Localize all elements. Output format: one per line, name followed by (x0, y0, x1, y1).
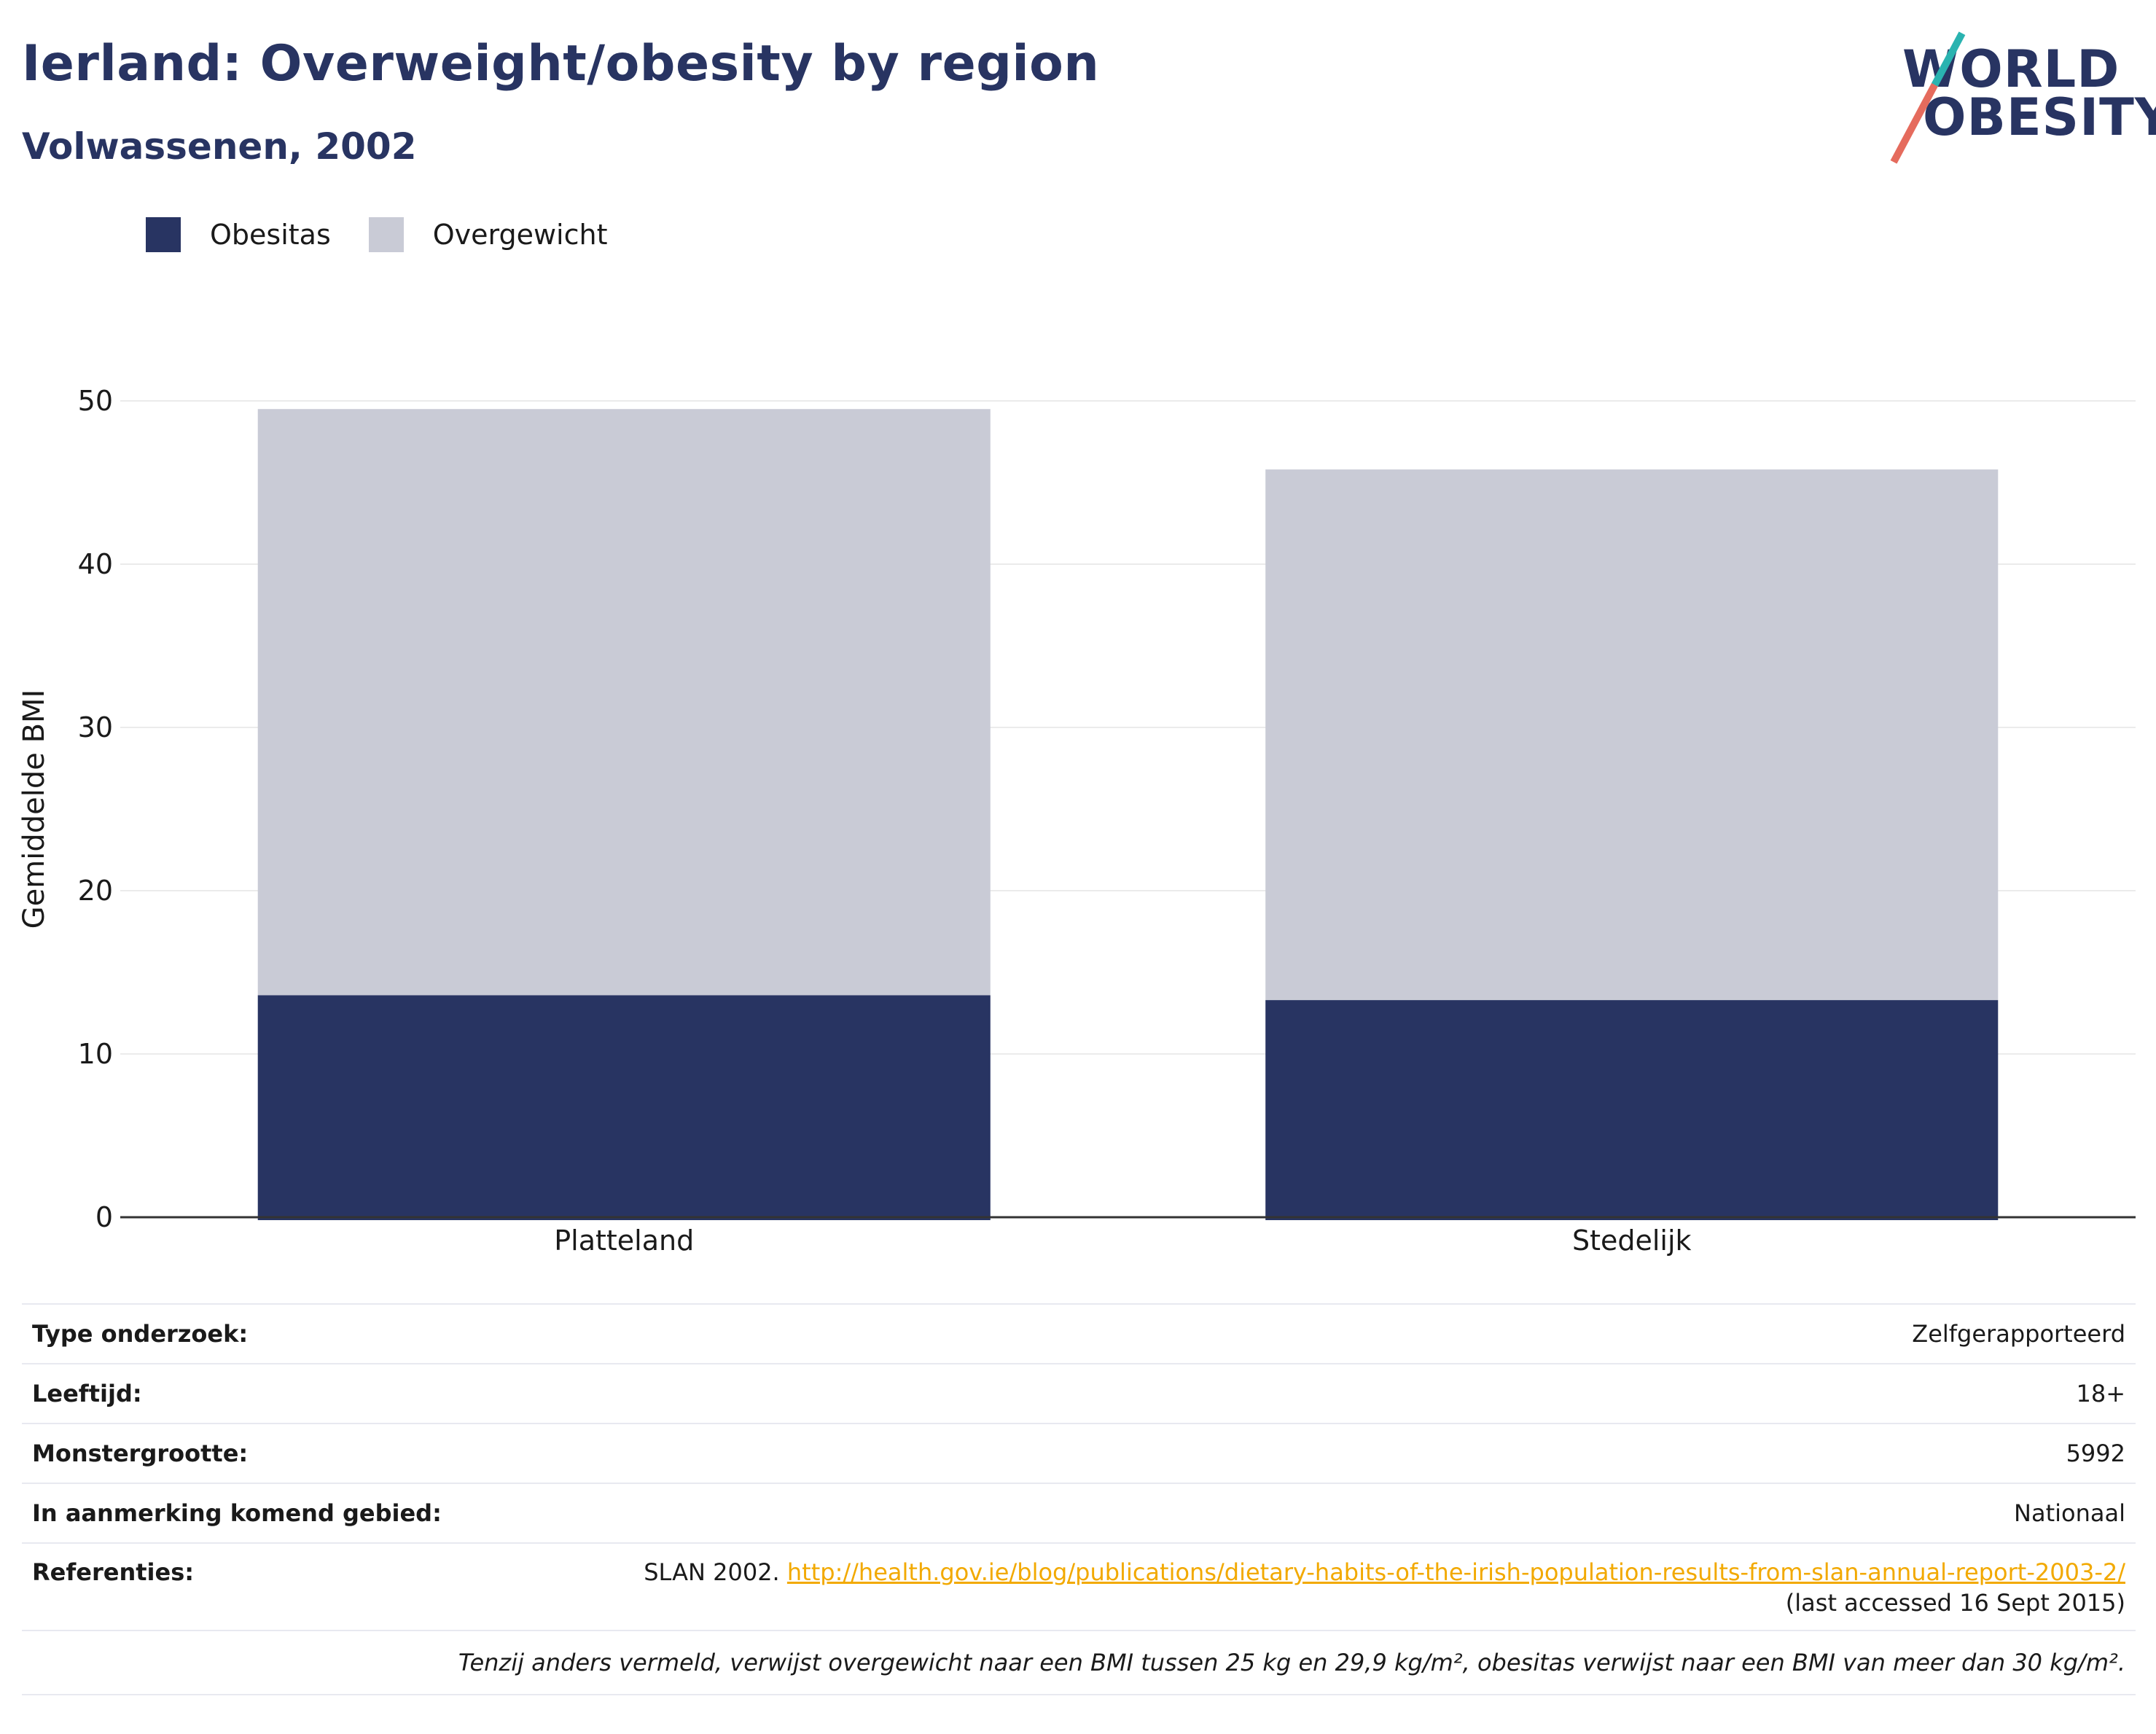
info-row: Type onderzoek: Zelfgerapporteerd (22, 1303, 2136, 1364)
info-row: In aanmerking komend gebied: Nationaal (22, 1483, 2136, 1543)
references-value: SLAN 2002. http://health.gov.ie/blog/pub… (582, 1542, 2136, 1630)
bars (257, 409, 1999, 1220)
y-tick-label: 30 (78, 711, 113, 743)
bar-overgewicht-stedelijk[interactable] (1265, 469, 1999, 1001)
logo-line-2: OBESITY (1923, 87, 2156, 147)
references-key: Referenties: (22, 1542, 582, 1630)
info-key: Type onderzoek: (22, 1303, 582, 1364)
references-link[interactable]: http://health.gov.ie/blog/publications/d… (786, 1558, 2125, 1586)
info-key: Leeftijd: (22, 1363, 582, 1423)
y-tick-label: 10 (78, 1038, 113, 1070)
y-tick-labels: 0 10 20 30 40 50 (78, 385, 113, 1233)
references-prefix: SLAN 2002. (644, 1558, 780, 1586)
y-tick-label: 50 (78, 385, 113, 417)
info-key: Monstergrootte: (22, 1423, 582, 1483)
legend-item-overgewicht[interactable]: Overgewicht (368, 217, 608, 252)
y-tick-label: 40 (78, 548, 113, 580)
y-tick-label: 0 (95, 1201, 113, 1233)
references-row: Referenties: SLAN 2002. http://health.go… (22, 1542, 2136, 1630)
legend-item-obesitas[interactable]: Obesitas (146, 217, 331, 252)
footnote: Tenzij anders vermeld, verwijst overgewi… (22, 1630, 2136, 1695)
legend-swatch-obesitas (146, 217, 181, 252)
bar-overgewicht-platteland[interactable] (257, 409, 991, 996)
info-value: 5992 (582, 1423, 2136, 1483)
legend-label-obesitas: Obesitas (210, 219, 331, 251)
x-tick-label: Stedelijk (1572, 1225, 1692, 1257)
footnote-row: Tenzij anders vermeld, verwijst overgewi… (22, 1630, 2136, 1695)
legend: Obesitas Overgewicht (146, 217, 646, 252)
x-tick-label: Platteland (554, 1225, 694, 1257)
info-value: Nationaal (582, 1483, 2136, 1543)
info-value: 18+ (582, 1363, 2136, 1423)
bar-obesitas-platteland[interactable] (257, 995, 991, 1220)
info-table: Type onderzoek: Zelfgerapporteerd Leefti… (22, 1303, 2136, 1695)
legend-swatch-overgewicht (368, 217, 404, 252)
info-row: Monstergrootte: 5992 (22, 1423, 2136, 1483)
info-value: Zelfgerapporteerd (582, 1303, 2136, 1364)
references-suffix: (last accessed 16 Sept 2015) (1785, 1589, 2125, 1617)
chart-subtitle: Volwassenen, 2002 (22, 125, 417, 168)
chart-title: Ierland: Overweight/obesity by region (22, 35, 1100, 93)
info-row: Leeftijd: 18+ (22, 1363, 2136, 1423)
world-obesity-logo: WORLD OBESITY (1890, 22, 2156, 164)
y-axis-label: Gemiddelde BMI (17, 690, 51, 929)
bar-obesitas-stedelijk[interactable] (1265, 1000, 1999, 1220)
legend-label-overgewicht: Overgewicht (432, 219, 608, 251)
y-tick-label: 20 (78, 875, 113, 907)
bar-chart: 0 10 20 30 40 50 Platteland Stedelijk Gemiddel… (17, 385, 2136, 1257)
x-tick-labels: Platteland Stedelijk (554, 1225, 1691, 1257)
info-key: In aanmerking komend gebied: (22, 1483, 582, 1543)
